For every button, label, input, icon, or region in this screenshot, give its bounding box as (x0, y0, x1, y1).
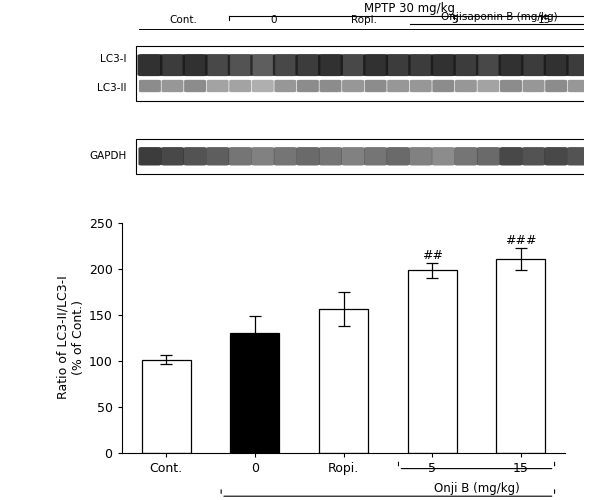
FancyBboxPatch shape (297, 80, 319, 92)
FancyBboxPatch shape (500, 80, 522, 92)
FancyBboxPatch shape (521, 54, 546, 76)
FancyBboxPatch shape (340, 54, 365, 76)
FancyBboxPatch shape (477, 80, 499, 92)
FancyBboxPatch shape (385, 54, 410, 76)
FancyBboxPatch shape (318, 54, 343, 76)
FancyBboxPatch shape (228, 54, 253, 76)
FancyBboxPatch shape (139, 80, 161, 92)
FancyBboxPatch shape (523, 80, 545, 92)
FancyBboxPatch shape (454, 147, 477, 166)
Text: LC3-I: LC3-I (100, 54, 126, 64)
Text: MPTP 30 mg/kg: MPTP 30 mg/kg (364, 2, 455, 15)
FancyBboxPatch shape (229, 80, 251, 92)
FancyBboxPatch shape (409, 147, 432, 166)
FancyBboxPatch shape (184, 147, 207, 166)
Text: Cont.: Cont. (170, 15, 198, 25)
Text: 5: 5 (451, 15, 458, 25)
FancyBboxPatch shape (568, 80, 590, 92)
FancyBboxPatch shape (250, 54, 275, 76)
FancyBboxPatch shape (161, 147, 184, 166)
FancyBboxPatch shape (207, 80, 229, 92)
FancyBboxPatch shape (139, 147, 161, 166)
FancyBboxPatch shape (160, 54, 185, 76)
FancyBboxPatch shape (454, 54, 478, 76)
FancyBboxPatch shape (566, 54, 591, 76)
FancyBboxPatch shape (363, 54, 388, 76)
FancyBboxPatch shape (476, 54, 501, 76)
FancyBboxPatch shape (364, 147, 387, 166)
FancyBboxPatch shape (251, 147, 274, 166)
FancyBboxPatch shape (545, 147, 568, 166)
Bar (230, 333, 279, 452)
Text: Onjisaponin B (mg/kg): Onjisaponin B (mg/kg) (441, 12, 558, 22)
FancyBboxPatch shape (182, 54, 207, 76)
Bar (136, 138, 592, 174)
FancyBboxPatch shape (295, 54, 320, 76)
FancyBboxPatch shape (522, 147, 545, 166)
Text: ##: ## (422, 249, 443, 262)
FancyBboxPatch shape (342, 80, 364, 92)
Y-axis label: Ratio of LC3-II/LC3-I
(% of Cont.): Ratio of LC3-II/LC3-I (% of Cont.) (57, 276, 85, 400)
Bar (142, 360, 190, 452)
FancyBboxPatch shape (162, 80, 184, 92)
FancyBboxPatch shape (205, 54, 230, 76)
Text: 15: 15 (538, 15, 551, 25)
Bar (319, 309, 368, 452)
FancyBboxPatch shape (544, 54, 568, 76)
FancyBboxPatch shape (567, 147, 590, 166)
FancyBboxPatch shape (455, 80, 477, 92)
Text: Ropi.: Ropi. (351, 15, 378, 25)
Text: Onji B (mg/kg): Onji B (mg/kg) (434, 482, 519, 496)
FancyBboxPatch shape (432, 80, 454, 92)
FancyBboxPatch shape (500, 147, 522, 166)
FancyBboxPatch shape (365, 80, 387, 92)
FancyBboxPatch shape (319, 80, 342, 92)
Bar (408, 270, 457, 452)
Text: GAPDH: GAPDH (89, 152, 126, 162)
FancyBboxPatch shape (477, 147, 500, 166)
Bar (136, 46, 592, 100)
FancyBboxPatch shape (342, 147, 365, 166)
FancyBboxPatch shape (274, 80, 296, 92)
FancyBboxPatch shape (545, 80, 567, 92)
FancyBboxPatch shape (184, 80, 206, 92)
FancyBboxPatch shape (273, 54, 298, 76)
FancyBboxPatch shape (252, 80, 274, 92)
FancyBboxPatch shape (431, 54, 456, 76)
Text: LC3-II: LC3-II (97, 83, 126, 93)
Text: ###: ### (505, 234, 537, 248)
Bar (497, 260, 545, 452)
FancyBboxPatch shape (137, 54, 162, 76)
FancyBboxPatch shape (387, 80, 409, 92)
FancyBboxPatch shape (499, 54, 523, 76)
Text: 0: 0 (271, 15, 277, 25)
FancyBboxPatch shape (206, 147, 229, 166)
FancyBboxPatch shape (410, 80, 432, 92)
FancyBboxPatch shape (387, 147, 410, 166)
FancyBboxPatch shape (274, 147, 297, 166)
FancyBboxPatch shape (229, 147, 252, 166)
FancyBboxPatch shape (319, 147, 342, 166)
FancyBboxPatch shape (408, 54, 433, 76)
FancyBboxPatch shape (432, 147, 455, 166)
FancyBboxPatch shape (297, 147, 319, 166)
